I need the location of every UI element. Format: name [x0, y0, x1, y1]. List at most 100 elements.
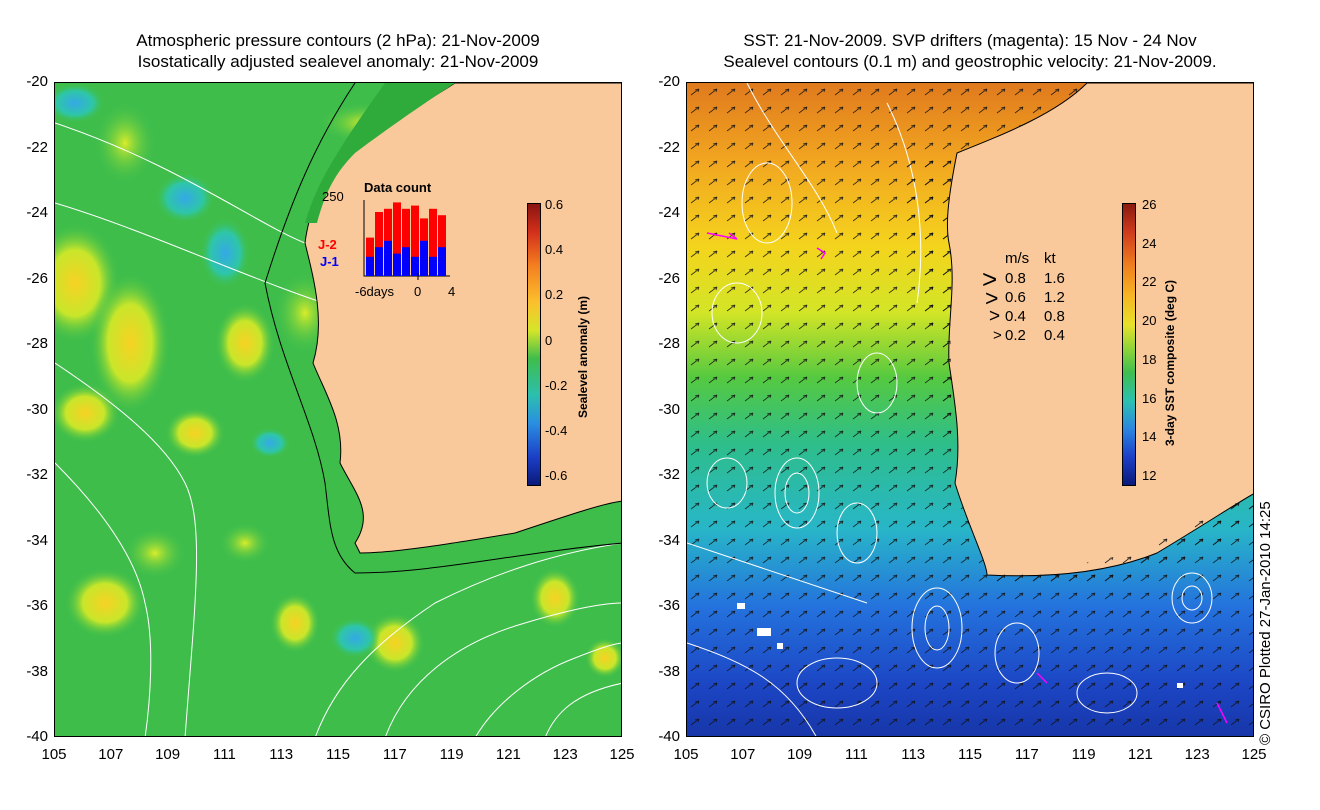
- velocity-arrow-icon: >: [985, 285, 999, 311]
- sealevel-colorbar-tick: -0.6: [545, 468, 568, 483]
- left-lon-tick: 115: [326, 746, 350, 763]
- sst-colorbar-tick: 14: [1142, 429, 1157, 445]
- histogram-bar-j2: [411, 205, 419, 276]
- velocity-arrow-icon: >: [982, 264, 998, 294]
- histogram-bar-j2: [375, 212, 383, 276]
- left-lat-tick: -32: [26, 466, 48, 483]
- left-lon-tick: 121: [495, 746, 521, 763]
- right-lat-tick: -28: [658, 335, 680, 352]
- right-lat-tick: -32: [658, 466, 680, 483]
- left-title-line2: Isostatically adjusted sealevel anomaly:…: [137, 52, 539, 71]
- sst-colorbar-label: 3-day SST composite (deg C): [1163, 279, 1177, 446]
- sst-colorbar-tick: 24: [1142, 235, 1157, 251]
- right-lon-tick: 119: [1071, 746, 1096, 763]
- data-count-histogram: [363, 200, 450, 280]
- left-lon-tick: 105: [41, 746, 67, 763]
- histogram-bar-j2: [393, 202, 401, 276]
- velocity-ms-value: 0.2: [1005, 327, 1026, 344]
- sealevel-colorbar-tick: 0.2: [545, 287, 564, 303]
- velocity-arrow-icon: >: [993, 327, 1002, 344]
- right-lat-tick: -20: [658, 73, 680, 90]
- cloud-mask-spots: [737, 603, 1183, 688]
- right-lat-tick: -24: [658, 204, 680, 221]
- histogram-bar-j2: [402, 208, 410, 276]
- histogram-bar-j2: [438, 215, 446, 276]
- velocity-ms-value: 0.6: [1005, 289, 1026, 306]
- sealevel-contours: [687, 83, 1213, 736]
- sst-colorbar-tick: 16: [1142, 390, 1157, 406]
- right-lon-tick: 125: [1241, 746, 1267, 763]
- histogram-bar-j1: [366, 256, 374, 276]
- left-lat-tick: -34: [26, 531, 48, 549]
- data-count-title: Data count: [364, 180, 432, 195]
- histogram-bar-j2: [366, 237, 374, 276]
- left-lat-tick: -36: [26, 597, 48, 614]
- right-lat-tick: -22: [658, 138, 680, 156]
- histogram-bar-j1: [429, 256, 437, 276]
- credit-text: © CSIRO Plotted 27-Jan-2010 14:25: [1257, 501, 1274, 745]
- velocity-kt-value: 0.8: [1044, 308, 1065, 325]
- left-lat-tick: -30: [26, 400, 48, 418]
- velocity-legend-header-kt: kt: [1044, 250, 1056, 267]
- histogram-bar-j1: [420, 240, 428, 276]
- right-lat-tick: -40: [658, 728, 680, 745]
- velocity-ms-value: 0.8: [1005, 270, 1026, 287]
- data-count-label-j1: J-1: [320, 254, 339, 269]
- right-title-line2: Sealevel contours (0.1 m) and geostrophi…: [723, 52, 1217, 71]
- left-lat-tick: -24: [26, 204, 48, 221]
- velocity-kt-value: 1.2: [1044, 289, 1065, 306]
- right-lon-tick: 113: [901, 746, 926, 763]
- sst-colorbar-tick: 12: [1142, 468, 1157, 483]
- left-lon-tick: 117: [382, 746, 407, 763]
- data-count-label-j2: J-2: [318, 237, 337, 252]
- right-lat-tick: -26: [658, 269, 680, 287]
- left-lon-tick: 113: [269, 746, 294, 763]
- sealevel-colorbar-tick: 0.4: [545, 242, 564, 258]
- velocity-kt-value: 0.4: [1044, 327, 1065, 344]
- sst-map: [686, 82, 1254, 737]
- histogram-bar-j1: [411, 256, 419, 276]
- velocity-legend-header-ms: m/s: [1005, 250, 1030, 267]
- left-lat-tick: -26: [26, 269, 48, 287]
- sst-colorbar-tick: 18: [1142, 351, 1157, 367]
- right-lon-tick: 107: [730, 746, 756, 763]
- histogram-bar-j1: [402, 247, 410, 276]
- left-title-line1: Atmospheric pressure contours (2 hPa): 2…: [136, 31, 540, 50]
- sealevel-colorbar-tick: 0: [545, 332, 553, 348]
- left-lon-tick: 123: [552, 746, 578, 763]
- right-lon-tick: 109: [787, 746, 813, 763]
- anomaly-blobs: [55, 83, 621, 678]
- sst-colorbar: [1122, 203, 1136, 486]
- sst-colorbar-tick: 26: [1142, 197, 1157, 212]
- histogram-bar-j1: [393, 253, 401, 276]
- left-lon-tick: 111: [212, 746, 236, 763]
- sst-colorbar-tick: 22: [1142, 274, 1157, 290]
- sealevel-map-canvas: [55, 83, 621, 736]
- right-lon-tick: 105: [673, 746, 699, 763]
- sealevel-colorbar-tick: -0.2: [545, 377, 568, 393]
- sealevel-colorbar-label: Sealevel anomaly (m): [576, 295, 590, 418]
- left-lat-tick: -40: [26, 728, 48, 745]
- sealevel-anomaly-map: [54, 82, 622, 737]
- data-count-ymax: 250: [322, 189, 344, 204]
- data-count-xtick-zero: 0: [414, 284, 422, 299]
- sst-map-canvas: [687, 83, 1253, 736]
- sst-colorbar-tick: 20: [1142, 313, 1157, 329]
- histogram-bar-j1: [375, 247, 383, 276]
- velocity-kt-value: 1.6: [1044, 270, 1065, 287]
- histogram-bar-j1: [438, 247, 446, 276]
- data-count-xtick-end: 4: [448, 284, 456, 299]
- velocity-ms-value: 0.4: [1005, 308, 1026, 325]
- right-lat-tick: -36: [658, 597, 680, 614]
- left-lon-tick: 125: [609, 746, 635, 763]
- left-lon-tick: 107: [98, 746, 124, 763]
- right-lat-tick: -38: [658, 662, 680, 680]
- left-lat-tick: -22: [26, 138, 48, 156]
- left-lat-tick: -20: [26, 73, 48, 90]
- right-lon-tick: 117: [1014, 746, 1039, 763]
- right-lon-tick: 121: [1127, 746, 1153, 763]
- velocity-arrow-icon: >: [989, 306, 1001, 327]
- right-title-line1: SST: 21-Nov-2009. SVP drifters (magenta)…: [743, 31, 1197, 50]
- left-lat-tick: -38: [26, 662, 48, 680]
- left-lat-tick: -28: [26, 335, 48, 352]
